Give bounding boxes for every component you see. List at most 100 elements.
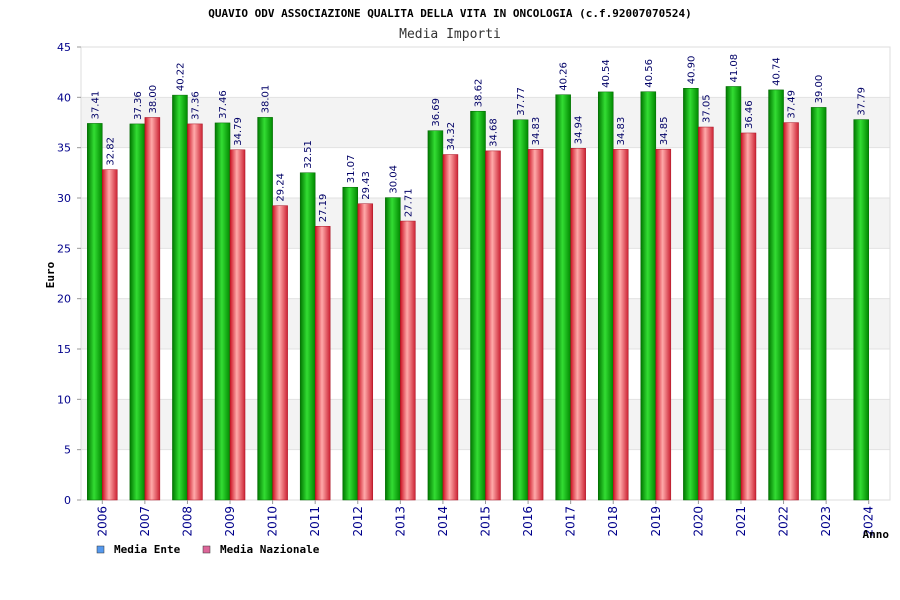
value-label: 37.05 <box>701 94 712 123</box>
value-label: 40.54 <box>601 59 612 88</box>
x-tick-label: 2015 <box>479 506 493 537</box>
value-label: 38.01 <box>261 85 272 114</box>
value-label: 29.24 <box>276 173 287 202</box>
x-tick-label: 2009 <box>223 506 237 537</box>
bar-media-ente <box>342 186 359 501</box>
value-label: 27.19 <box>318 194 329 223</box>
bar-media-nazionale <box>485 150 501 501</box>
bar-media-nazionale <box>102 169 118 501</box>
y-axis: 0 5 10 15 20 25 30 35 40 45 <box>57 41 81 507</box>
bar-media-nazionale <box>229 149 246 501</box>
value-label: 37.36 <box>190 91 201 120</box>
value-label: 40.90 <box>686 56 697 85</box>
bar-media-ente <box>853 119 869 501</box>
bar-media-ente <box>129 123 146 501</box>
x-tick-label: 2021 <box>734 506 748 537</box>
value-label: 38.62 <box>474 79 485 108</box>
bar-media-ente <box>299 172 316 501</box>
value-label: 37.41 <box>90 91 101 120</box>
bar-media-nazionale <box>400 220 416 501</box>
bar-media-nazionale <box>570 148 586 501</box>
bar-media-ente <box>512 119 529 501</box>
x-tick-label: 2022 <box>777 506 791 537</box>
y-tick-label: 10 <box>57 393 71 406</box>
bar-media-nazionale <box>783 122 799 501</box>
bar-media-nazionale <box>314 226 331 501</box>
x-axis-label: Anno <box>863 528 890 541</box>
value-label: 36.69 <box>431 98 442 127</box>
x-axis: 2006 2007 2008 2009 2010 2011 2012 2013 2014 2015… <box>95 500 876 537</box>
value-label: 32.51 <box>303 140 314 169</box>
bar-media-ente <box>172 94 188 501</box>
x-tick-label: 2016 <box>521 506 535 537</box>
y-tick-label: 15 <box>57 343 71 356</box>
bar-media-nazionale <box>144 117 161 501</box>
value-label: 32.82 <box>105 137 116 166</box>
x-tick-label: 2012 <box>351 506 365 537</box>
bar-media-nazionale <box>272 205 288 501</box>
value-label: 40.56 <box>644 59 655 88</box>
y-tick-label: 30 <box>57 192 71 205</box>
value-label: 37.49 <box>787 90 798 119</box>
value-label: 37.46 <box>218 90 229 119</box>
legend-label-media-ente: Media Ente <box>114 543 181 556</box>
bar-media-ente <box>555 94 571 501</box>
x-tick-label: 2018 <box>606 506 620 537</box>
bars-group <box>87 86 869 501</box>
chart-subtitle: Media Importi <box>399 27 501 42</box>
bar-media-nazionale <box>187 123 203 501</box>
value-label: 40.74 <box>772 57 783 86</box>
bar-media-ente <box>768 89 784 501</box>
value-label: 34.94 <box>574 116 585 145</box>
value-label: 29.43 <box>361 171 372 200</box>
y-tick-label: 5 <box>64 444 71 457</box>
value-label: 36.46 <box>744 100 755 129</box>
y-tick-label: 25 <box>57 242 71 255</box>
bar-media-nazionale <box>612 149 629 501</box>
y-tick-label: 0 <box>64 494 71 507</box>
legend-swatch-media-nazionale <box>202 545 211 554</box>
value-label: 31.07 <box>346 155 357 184</box>
value-label: 40.26 <box>559 62 570 91</box>
chart-title: QUAVIO ODV ASSOCIAZIONE QUALITA DELLA VI… <box>208 7 691 20</box>
x-tick-label: 2006 <box>95 506 109 537</box>
bar-media-nazionale <box>698 126 714 501</box>
bar-media-nazionale <box>740 132 757 501</box>
x-tick-label: 2023 <box>819 506 833 537</box>
bar-media-ente <box>470 110 486 501</box>
x-tick-label: 2011 <box>308 506 322 537</box>
value-label: 34.83 <box>531 117 542 146</box>
bar-media-ente <box>427 130 444 501</box>
bar-media-ente <box>683 88 699 501</box>
bar-media-nazionale <box>357 203 374 501</box>
x-tick-label: 2013 <box>393 506 407 537</box>
value-label: 37.77 <box>516 87 527 116</box>
bar-media-ente <box>597 91 614 501</box>
x-tick-label: 2024 <box>862 506 876 537</box>
value-label: 40.22 <box>175 62 186 91</box>
x-tick-label: 2014 <box>436 506 450 537</box>
bar-media-ente <box>87 123 103 501</box>
bar-media-nazionale <box>442 154 459 501</box>
legend-label-media-nazionale: Media Nazionale <box>220 543 320 556</box>
bar-media-ente <box>725 86 742 501</box>
y-tick-label: 35 <box>57 142 71 155</box>
y-tick-label: 40 <box>57 91 71 104</box>
bar-media-nazionale <box>655 148 672 501</box>
x-tick-label: 2008 <box>180 506 194 537</box>
bar-media-ente <box>810 107 827 501</box>
x-tick-label: 2020 <box>691 506 705 537</box>
bar-media-nazionale <box>527 149 544 501</box>
value-label: 34.32 <box>446 122 457 151</box>
y-tick-label: 20 <box>57 293 71 306</box>
x-tick-label: 2010 <box>266 506 280 537</box>
bar-media-ente <box>214 122 231 501</box>
value-label: 38.00 <box>148 85 159 114</box>
bar-media-ente <box>640 91 657 501</box>
value-labels-group: 37.41 32.82 37.36 38.00 40.22 37.36 37.46 34.79… <box>90 54 867 222</box>
x-tick-label: 2019 <box>649 506 663 537</box>
value-label: 41.08 <box>729 54 740 83</box>
value-label: 34.79 <box>233 117 244 146</box>
value-label: 27.71 <box>403 188 414 217</box>
